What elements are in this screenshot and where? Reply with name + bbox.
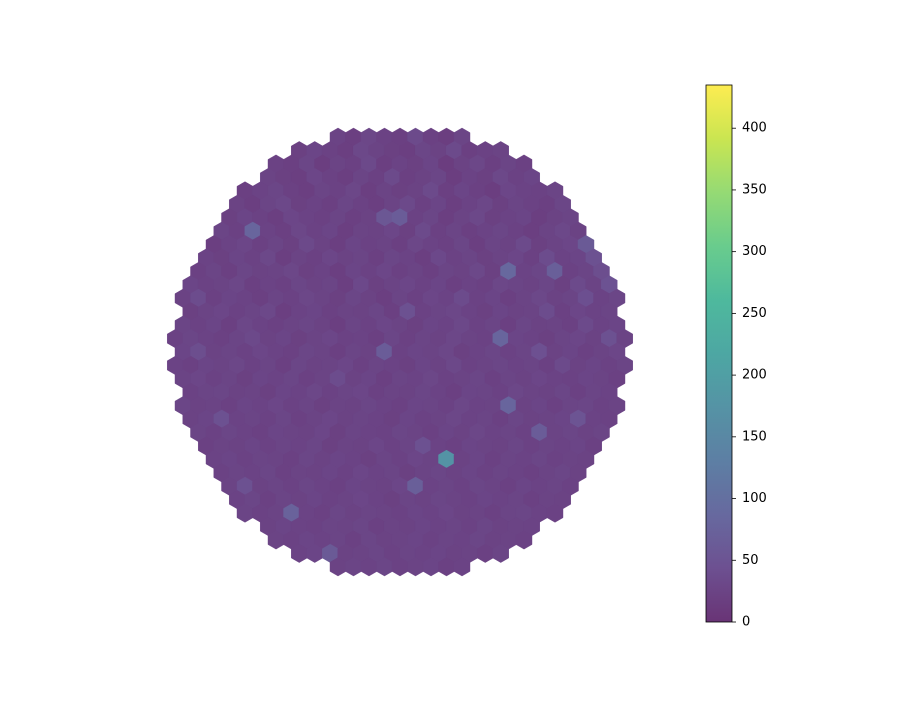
colorbar: 0 50 100 150 200 250 300 350 400 [705,84,767,630]
colorbar-tick-label: 300 [742,244,767,259]
hex-cell [492,543,509,563]
colorbar-tick-label: 250 [742,306,767,321]
hex-cell [515,530,533,550]
hex-grid [167,127,633,577]
colorbar-tick-label: 350 [742,182,767,197]
colorbar-tick-label: 150 [742,429,767,444]
hex-cell [453,557,471,577]
colorbar-tick-label: 200 [742,368,767,383]
colorbar-tick-label: 400 [742,121,767,136]
colorbar-fill [705,84,733,623]
hex-cell [546,503,564,523]
colorbar-tick-label: 50 [742,553,759,568]
colorbar-tick-label: 100 [742,491,767,506]
colorbar-tick-label: 0 [742,615,750,630]
